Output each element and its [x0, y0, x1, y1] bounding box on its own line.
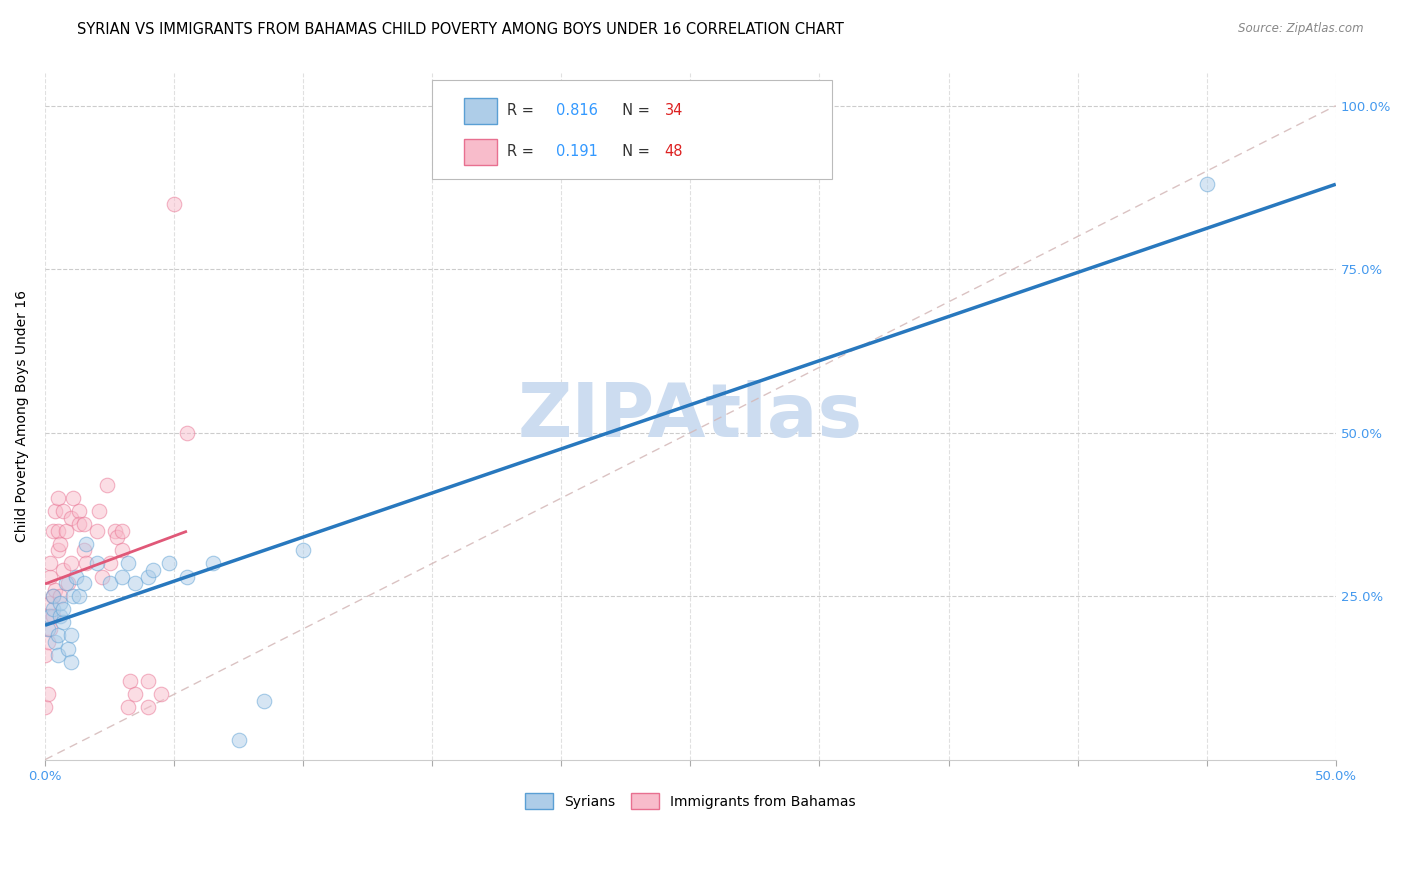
Legend: Syrians, Immigrants from Bahamas: Syrians, Immigrants from Bahamas	[519, 788, 862, 814]
Point	[104, 524, 127, 538]
Point	[117, 700, 139, 714]
Point	[292, 543, 315, 558]
Y-axis label: Child Poverty Among Boys Under 16: Child Poverty Among Boys Under 16	[15, 290, 30, 542]
Point	[67, 504, 90, 518]
Point	[111, 524, 134, 538]
Point	[111, 569, 134, 583]
Text: R =: R =	[508, 103, 538, 119]
Point	[67, 589, 90, 603]
FancyBboxPatch shape	[432, 80, 832, 179]
Point	[136, 569, 159, 583]
Point	[46, 491, 69, 505]
Text: R =: R =	[508, 145, 538, 160]
Point	[228, 733, 250, 747]
Point	[41, 589, 63, 603]
Point	[176, 569, 198, 583]
Point	[157, 557, 180, 571]
Point	[55, 576, 77, 591]
Text: 0.191: 0.191	[557, 145, 598, 160]
Point	[62, 491, 84, 505]
Point	[1195, 177, 1218, 191]
Point	[44, 504, 66, 518]
Point	[44, 582, 66, 597]
Point	[52, 504, 75, 518]
Point	[37, 687, 59, 701]
Point	[37, 608, 59, 623]
Point	[52, 602, 75, 616]
Point	[136, 674, 159, 689]
Point	[58, 641, 80, 656]
Text: 34: 34	[665, 103, 683, 119]
Point	[39, 569, 62, 583]
Point	[163, 196, 186, 211]
Text: N =: N =	[613, 145, 654, 160]
Point	[41, 602, 63, 616]
Point	[253, 694, 276, 708]
Point	[41, 608, 63, 623]
Point	[75, 557, 97, 571]
Point	[55, 524, 77, 538]
Point	[46, 648, 69, 662]
Text: 48: 48	[665, 145, 683, 160]
Point	[98, 557, 121, 571]
Point	[150, 687, 173, 701]
Bar	[464, 139, 496, 165]
Point	[44, 635, 66, 649]
Point	[39, 622, 62, 636]
Point	[46, 543, 69, 558]
Point	[52, 563, 75, 577]
Point	[136, 700, 159, 714]
Point	[37, 622, 59, 636]
Point	[46, 628, 69, 642]
Point	[67, 517, 90, 532]
Point	[39, 596, 62, 610]
Point	[90, 569, 112, 583]
Point	[86, 524, 108, 538]
Point	[49, 596, 72, 610]
Point	[49, 608, 72, 623]
Point	[49, 589, 72, 603]
Point	[65, 569, 87, 583]
Point	[73, 576, 96, 591]
Point	[39, 608, 62, 623]
Point	[39, 557, 62, 571]
Point	[98, 576, 121, 591]
Point	[62, 589, 84, 603]
Point	[49, 537, 72, 551]
Point	[105, 530, 128, 544]
Point	[176, 425, 198, 440]
Point	[59, 655, 82, 669]
Text: Source: ZipAtlas.com: Source: ZipAtlas.com	[1239, 22, 1364, 36]
Point	[52, 615, 75, 630]
Point	[142, 563, 165, 577]
Point	[75, 537, 97, 551]
Point	[41, 524, 63, 538]
Point	[73, 543, 96, 558]
Text: SYRIAN VS IMMIGRANTS FROM BAHAMAS CHILD POVERTY AMONG BOYS UNDER 16 CORRELATION : SYRIAN VS IMMIGRANTS FROM BAHAMAS CHILD …	[77, 22, 844, 37]
Point	[86, 557, 108, 571]
Point	[117, 557, 139, 571]
Point	[73, 517, 96, 532]
Point	[111, 543, 134, 558]
Point	[96, 478, 118, 492]
Point	[124, 576, 146, 591]
Text: ZIPAtlas: ZIPAtlas	[517, 380, 863, 453]
Point	[59, 628, 82, 642]
Point	[89, 504, 111, 518]
Point	[124, 687, 146, 701]
Point	[41, 589, 63, 603]
Point	[59, 557, 82, 571]
Point	[37, 635, 59, 649]
Point	[34, 700, 56, 714]
Bar	[464, 98, 496, 124]
Point	[201, 557, 224, 571]
Point	[34, 648, 56, 662]
Point	[59, 510, 82, 524]
Point	[58, 576, 80, 591]
Text: N =: N =	[613, 103, 654, 119]
Point	[46, 524, 69, 538]
Point	[120, 674, 142, 689]
Text: 0.816: 0.816	[557, 103, 598, 119]
